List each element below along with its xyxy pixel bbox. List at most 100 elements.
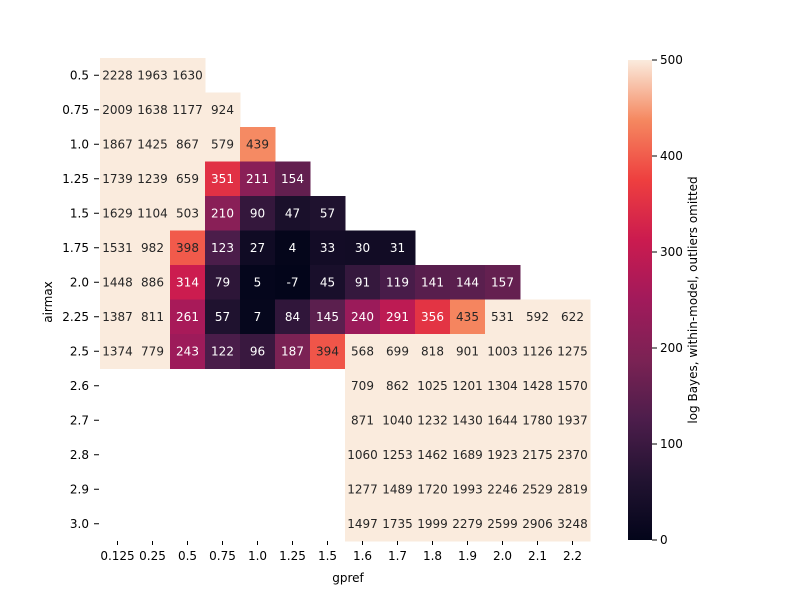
heatmap-cell	[345, 506, 381, 542]
heatmap-cell	[450, 265, 486, 300]
heatmap-cell	[520, 506, 556, 542]
cell-value-label: 27	[250, 241, 265, 255]
cell-value-label: 2228	[102, 68, 133, 82]
heatmap-cell	[415, 265, 451, 300]
cell-value-label: 699	[386, 344, 409, 358]
cell-value-label: 1462	[417, 448, 448, 462]
heatmap-cell	[100, 299, 136, 335]
cell-value-label: 210	[211, 206, 234, 220]
x-tick-label: 1.7	[388, 549, 407, 563]
heatmap-cell	[415, 368, 451, 404]
cell-value-label: 187	[281, 344, 304, 358]
cell-value-label: 982	[141, 241, 164, 255]
heatmap-cell	[380, 265, 416, 300]
cell-value-label: 2246	[487, 482, 518, 496]
heatmap-cell	[520, 472, 556, 507]
cell-value-label: 243	[176, 344, 199, 358]
cell-value-label: 154	[281, 172, 304, 186]
heatmap-cell	[520, 299, 556, 335]
cell-value-label: 1720	[417, 482, 448, 496]
heatmap-cell	[345, 437, 381, 473]
cell-value-label: 356	[421, 310, 444, 324]
heatmap-cell	[100, 265, 136, 300]
colorbar-ticks: 0 100 200 300 400 500	[652, 53, 683, 547]
cell-value-label: 1232	[417, 413, 448, 427]
heatmap-cell	[555, 506, 591, 542]
colorbar-tick-label: 100	[660, 437, 683, 451]
heatmap-cell	[170, 161, 206, 197]
heatmap-cell	[135, 299, 171, 335]
heatmap-cell	[240, 161, 276, 197]
y-tick-label: 2.9	[70, 482, 89, 496]
cell-value-label: 211	[246, 172, 269, 186]
cell-value-label: 1253	[382, 448, 413, 462]
heatmap-cell	[380, 368, 416, 404]
heatmap-cell	[275, 161, 311, 197]
heatmap-cells	[100, 58, 591, 542]
x-tick-label: 1.9	[458, 549, 477, 563]
cell-value-label: 1277	[347, 482, 378, 496]
heatmap-cell	[205, 161, 241, 197]
heatmap-cell	[450, 506, 486, 542]
heatmap-cell	[415, 437, 451, 473]
cell-value-label: 45	[320, 275, 335, 289]
y-tick-label: 1.75	[62, 241, 89, 255]
colorbar-gradient	[628, 60, 652, 540]
x-tick-label: 0.75	[209, 549, 236, 563]
cell-value-label: 811	[141, 310, 164, 324]
cell-value-label: 141	[421, 275, 444, 289]
cell-value-label: 144	[456, 275, 479, 289]
heatmap-cell	[275, 230, 311, 266]
heatmap-cell	[450, 368, 486, 404]
cell-value-label: 123	[211, 241, 234, 255]
heatmap-cell	[170, 265, 206, 300]
heatmap-cell	[205, 127, 241, 162]
heatmap-cell	[275, 265, 311, 300]
heatmap-cell	[450, 403, 486, 438]
cell-value-label: 1374	[102, 344, 133, 358]
heatmap-cell	[310, 196, 346, 231]
cell-value-label: 394	[316, 344, 339, 358]
heatmap-cell	[100, 196, 136, 231]
heatmap-cell	[135, 127, 171, 162]
y-tick-label: 2.5	[70, 344, 89, 358]
x-tick-label: 1.0	[248, 549, 267, 563]
heatmap-cell	[135, 92, 171, 128]
heatmap-cell	[345, 368, 381, 404]
colorbar: 0 100 200 300 400 500 log Bayes, within-model…	[628, 53, 700, 547]
heatmap-cell	[380, 299, 416, 335]
heatmap-cell	[100, 230, 136, 266]
heatmap-cell	[485, 506, 521, 542]
heatmap-cell	[135, 230, 171, 266]
heatmap-cell	[485, 403, 521, 438]
heatmap-cell	[520, 403, 556, 438]
cell-value-label: 261	[176, 310, 199, 324]
heatmap-cell	[345, 299, 381, 335]
cell-value-label: 779	[141, 344, 164, 358]
heatmap-cell	[345, 472, 381, 507]
heatmap-cell	[555, 437, 591, 473]
cell-value-label: 1644	[487, 413, 518, 427]
cell-value-label: 314	[176, 275, 199, 289]
heatmap-cell	[275, 299, 311, 335]
heatmap-cell	[520, 437, 556, 473]
cell-value-label: 1963	[137, 68, 168, 82]
cell-value-label: 1430	[452, 413, 483, 427]
heatmap-cell	[240, 265, 276, 300]
heatmap-cell	[135, 161, 171, 197]
cell-value-label: 1937	[557, 413, 588, 427]
y-tick-label: 2.0	[70, 275, 89, 289]
heatmap-cell	[450, 299, 486, 335]
cell-value-label: 2906	[522, 517, 553, 531]
cell-value-label: 1735	[382, 517, 413, 531]
heatmap-cell	[555, 403, 591, 438]
colorbar-tick-label: 400	[660, 149, 683, 163]
cell-value-label: 871	[351, 413, 374, 427]
x-tick-label: 1.25	[279, 549, 306, 563]
cell-value-label: 659	[176, 172, 199, 186]
cell-value-label: 2279	[452, 517, 483, 531]
cell-value-label: 1177	[172, 103, 203, 117]
colorbar-tick-label: 500	[660, 53, 683, 67]
cell-value-label: 1275	[557, 344, 588, 358]
cell-value-label: 1489	[382, 482, 413, 496]
